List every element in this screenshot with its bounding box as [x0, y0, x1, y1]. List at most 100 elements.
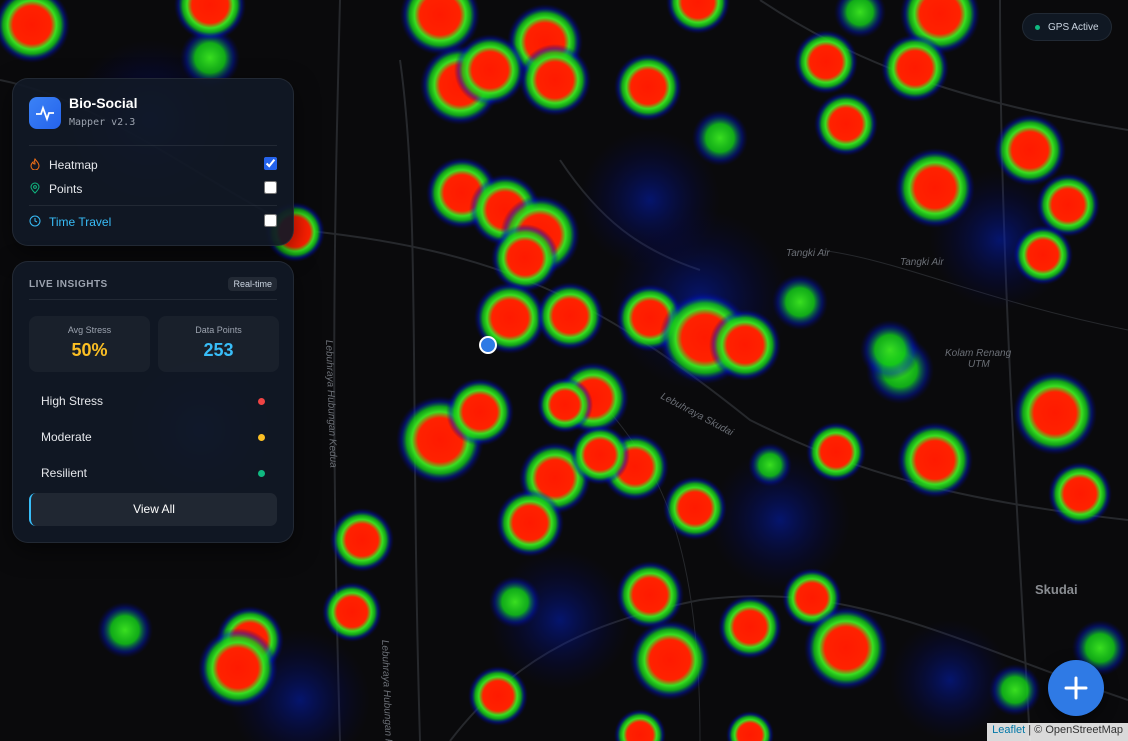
heat-blob: [748, 443, 792, 487]
stat-card: Data Points 253: [158, 316, 279, 372]
heat-blob: [468, 666, 528, 726]
map-label: Skudai: [1035, 582, 1078, 597]
stat-value: 253: [203, 340, 234, 360]
heat-blob: [692, 110, 748, 166]
points-checkbox[interactable]: [264, 181, 277, 194]
heat-blob: [536, 282, 604, 350]
legend-item: High Stress: [41, 394, 265, 410]
heatmap-checkbox[interactable]: [264, 157, 277, 170]
heat-blob: [994, 114, 1066, 186]
legend-dot: [258, 398, 265, 405]
heat-blob: [663, 476, 727, 540]
heat-blob: [322, 582, 382, 642]
legend-label: High Stress: [41, 394, 104, 408]
heat-blob: [666, 0, 730, 34]
heat-blob: [1036, 173, 1100, 237]
divider: [29, 145, 277, 146]
heat-blob: [454, 34, 526, 106]
gps-label: GPS Active: [1048, 22, 1099, 33]
app-title: Bio-Social: [69, 95, 138, 111]
heat-blob: [881, 34, 949, 102]
map-label: Tangki Air: [786, 248, 830, 259]
heat-blob: [570, 425, 630, 485]
heat-blob: [726, 711, 774, 741]
layer-row: Time Travel: [29, 212, 277, 232]
heat-blob: [174, 0, 246, 41]
heat-blob: [400, 0, 480, 55]
insights-title: LIVE INSIGHTS: [29, 279, 108, 290]
legend-dot: [258, 470, 265, 477]
heat-blob: [834, 0, 886, 38]
heat-blob: [180, 28, 240, 88]
heat-blob: [496, 489, 564, 557]
heat-blob: [709, 309, 781, 381]
heat-blob: [718, 595, 782, 659]
map-label: UTM: [968, 359, 990, 370]
heat-blob: [474, 282, 546, 354]
stat-label: Data Points: [195, 325, 242, 335]
heat-blob: [198, 628, 278, 708]
heat-blob: [804, 606, 888, 690]
heat-blob: [1013, 371, 1097, 455]
map-label: Lebuhraya Hubungan Kedua: [379, 640, 394, 741]
heat-blob: [0, 0, 70, 63]
gps-dot: [1035, 25, 1040, 30]
heat-blob: [890, 620, 1010, 740]
layer-row: Points: [29, 179, 277, 199]
heat-blob: [895, 148, 975, 228]
legend-item: Resilient: [41, 466, 265, 482]
legend-label: Moderate: [41, 430, 92, 444]
layer-label: Time Travel: [49, 215, 112, 229]
map-label: Lebuhraya Skudai: [659, 391, 736, 439]
time-travel-checkbox[interactable]: [264, 214, 277, 227]
heat-blob: [330, 508, 394, 572]
legend-label: Resilient: [41, 466, 88, 480]
heat-blob: [519, 44, 591, 116]
heat-blob: [630, 620, 710, 700]
add-button[interactable]: [1048, 660, 1104, 716]
heat-blob: [614, 709, 666, 741]
stat-label: Avg Stress: [67, 325, 112, 335]
heat-blob: [1013, 225, 1073, 285]
app-icon: [29, 97, 61, 129]
divider: [29, 299, 277, 300]
heat-blob: [989, 664, 1041, 716]
heat-blob: [897, 422, 973, 498]
stat-card: Avg Stress 50%: [29, 316, 150, 372]
layer-row: Heatmap: [29, 155, 277, 175]
legend-dot: [258, 434, 265, 441]
app-subtitle: Mapper v2.3: [69, 117, 136, 128]
heat-blob: [772, 274, 828, 330]
layer-label: Heatmap: [49, 158, 98, 172]
heat-blob: [97, 602, 153, 658]
map-label: Kolam Renang: [945, 348, 1012, 359]
heat-blob: [814, 92, 878, 156]
map-label: Lebuhraya Hubungan Kedua: [323, 340, 338, 469]
heat-blob: [446, 378, 514, 446]
stat-value: 50%: [71, 340, 108, 360]
user-location: [479, 336, 497, 354]
control-panel: Bio-Social Mapper v2.3 Heatmap Points Ti…: [12, 78, 294, 246]
heat-blob: [860, 320, 920, 380]
realtime-badge: Real-time: [228, 277, 277, 291]
heat-blob: [537, 377, 593, 433]
heat-blob: [794, 30, 858, 94]
insights-panel: LIVE INSIGHTS Real-time Avg Stress 50% Da…: [12, 261, 294, 543]
heat-blob: [1048, 462, 1112, 526]
view-all-button[interactable]: View All: [29, 493, 277, 526]
layer-label: Points: [49, 182, 83, 196]
attribution: Leaflet | © OpenStreetMap: [987, 723, 1128, 741]
map-label: Tangki Air: [900, 257, 944, 268]
divider: [29, 205, 277, 206]
legend-item: Moderate: [41, 430, 265, 446]
gps-status: GPS Active: [1022, 13, 1112, 41]
heat-blob: [710, 450, 850, 590]
heat-blob: [616, 561, 684, 629]
heat-blob: [489, 576, 541, 628]
leaflet-link[interactable]: Leaflet: [992, 724, 1026, 736]
heat-blob: [806, 422, 866, 482]
attribution-text: | © OpenStreetMap: [1028, 724, 1123, 736]
heat-blob: [614, 53, 682, 121]
heat-blob: [491, 224, 559, 292]
